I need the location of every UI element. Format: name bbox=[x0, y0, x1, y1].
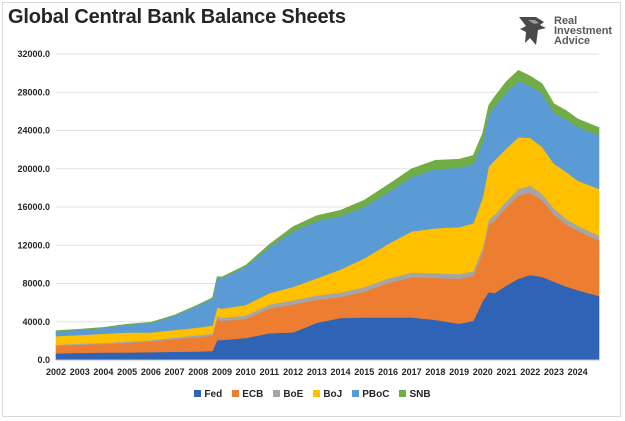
x-tick-label: 2012 bbox=[283, 367, 303, 377]
x-tick-label: 2010 bbox=[236, 367, 256, 377]
legend-item-pboc: PBoC bbox=[352, 389, 389, 400]
y-tick-label: 12000.0 bbox=[17, 240, 50, 250]
x-tick-label: 2017 bbox=[402, 367, 422, 377]
legend-label: ECB bbox=[242, 389, 264, 400]
x-tick-label: 2022 bbox=[520, 367, 540, 377]
legend-item-boj: BoJ bbox=[313, 389, 342, 400]
y-tick-label: 0.0 bbox=[37, 355, 50, 365]
y-tick-label: 20000.0 bbox=[17, 164, 50, 174]
x-tick-label: 2011 bbox=[260, 367, 280, 377]
x-tick-label: 2016 bbox=[378, 367, 398, 377]
x-tick-label: 2007 bbox=[165, 367, 185, 377]
x-tick-label: 2008 bbox=[188, 367, 208, 377]
legend-swatch bbox=[273, 390, 281, 397]
x-tick-label: 2021 bbox=[497, 367, 517, 377]
x-tick-label: 2013 bbox=[307, 367, 327, 377]
y-tick-label: 24000.0 bbox=[17, 126, 50, 136]
y-tick-label: 4000.0 bbox=[22, 317, 50, 327]
x-tick-label: 2020 bbox=[473, 367, 493, 377]
y-tick-label: 16000.0 bbox=[17, 202, 50, 212]
x-tick-label: 2002 bbox=[46, 367, 66, 377]
legend-label: BoJ bbox=[323, 389, 343, 400]
x-tick-label: 2015 bbox=[354, 367, 374, 377]
legend-item-fed: Fed bbox=[194, 389, 222, 400]
brand-logo: Real Investment Advice bbox=[516, 14, 616, 50]
legend-label: PBoC bbox=[362, 389, 390, 400]
legend-swatch bbox=[352, 390, 360, 397]
x-tick-label: 2005 bbox=[117, 367, 137, 377]
x-tick-label: 2024 bbox=[568, 367, 588, 377]
legend-label: Fed bbox=[204, 389, 223, 400]
legend-label: SNB bbox=[409, 389, 431, 400]
y-tick-label: 32000.0 bbox=[17, 49, 50, 59]
legend-swatch bbox=[399, 390, 407, 397]
y-tick-label: 8000.0 bbox=[22, 279, 50, 289]
area-snb bbox=[55, 69, 600, 332]
legend-swatch bbox=[232, 390, 240, 397]
x-tick-label: 2019 bbox=[449, 367, 469, 377]
x-tick-label: 2023 bbox=[544, 367, 564, 377]
legend-item-snb: SNB bbox=[399, 389, 431, 400]
logo-wordmark: Real Investment Advice bbox=[554, 15, 613, 47]
x-tick-label: 2006 bbox=[141, 367, 161, 377]
x-tick-label: 2003 bbox=[70, 367, 90, 377]
legend-item-boe: BoE bbox=[273, 389, 303, 400]
x-tick-label: 2009 bbox=[212, 367, 232, 377]
legend-swatch bbox=[194, 390, 202, 397]
logo-line-1: Real bbox=[554, 15, 578, 27]
x-tick-label: 2018 bbox=[425, 367, 445, 377]
legend-label: BoE bbox=[283, 389, 304, 400]
legend-swatch bbox=[313, 390, 321, 397]
chart-legend: Fed ECB BoE BoJ PBoC SNB bbox=[0, 389, 625, 400]
eagle-icon bbox=[519, 17, 546, 45]
logo-line-2: Investment bbox=[554, 25, 613, 37]
legend-item-ecb: ECB bbox=[232, 389, 263, 400]
logo-line-3: Advice bbox=[554, 35, 591, 47]
x-tick-label: 2004 bbox=[93, 367, 113, 377]
chart-title: Global Central Bank Balance Sheets bbox=[8, 6, 346, 28]
y-tick-label: 28000.0 bbox=[17, 87, 50, 97]
x-tick-label: 2014 bbox=[331, 367, 351, 377]
